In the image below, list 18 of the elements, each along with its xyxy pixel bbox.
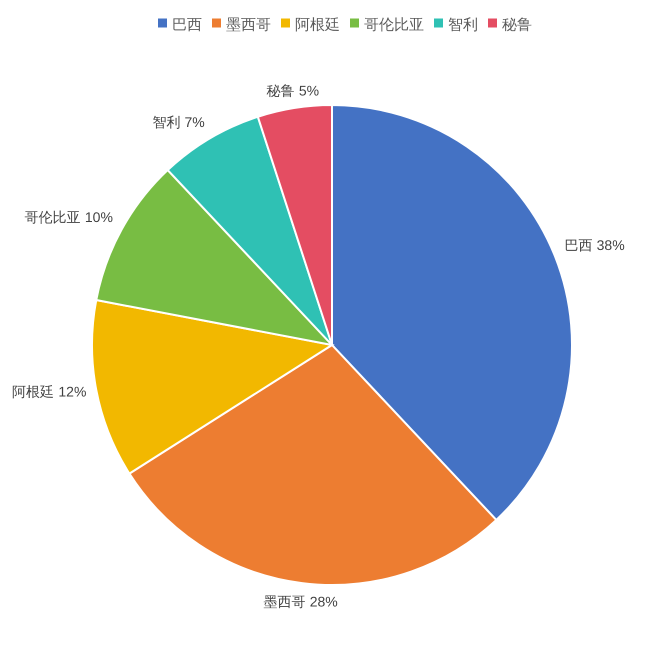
slice-label: 哥伦比亚 <box>24 208 81 225</box>
slice-label: 巴西 <box>564 237 592 254</box>
slice-label: 秘鲁 <box>266 82 295 98</box>
legend-label: 巴西 <box>172 16 202 34</box>
data-label: 28% <box>310 593 338 610</box>
slice-label: 阿根廷 <box>12 384 54 400</box>
data-label: 10% <box>84 208 113 225</box>
legend-label: 阿根廷 <box>295 16 340 34</box>
data-label: 12% <box>58 384 86 400</box>
legend-label: 墨西哥 <box>226 16 271 34</box>
legend-label: 秘鲁 <box>502 16 532 34</box>
slice-label: 智利 <box>152 114 180 130</box>
legend-label: 哥伦比亚 <box>364 16 424 34</box>
slice-label: 墨西哥 <box>264 593 306 610</box>
data-label: 5% <box>298 82 320 98</box>
data-label: 7% <box>184 114 205 130</box>
legend-label: 智利 <box>448 16 478 34</box>
data-label: 38% <box>596 237 625 254</box>
